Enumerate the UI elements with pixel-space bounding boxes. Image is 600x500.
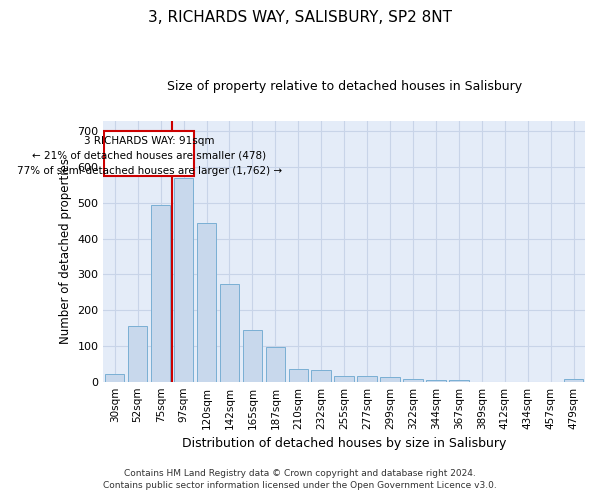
- Bar: [564, 379, 583, 382]
- Title: Size of property relative to detached houses in Salisbury: Size of property relative to detached ho…: [167, 80, 522, 93]
- Text: Contains HM Land Registry data © Crown copyright and database right 2024.
Contai: Contains HM Land Registry data © Crown c…: [103, 468, 497, 490]
- Bar: [197, 223, 216, 382]
- Bar: [403, 379, 423, 382]
- Bar: [105, 374, 124, 382]
- Text: 3 RICHARDS WAY: 91sqm
← 21% of detached houses are smaller (478)
77% of semi-det: 3 RICHARDS WAY: 91sqm ← 21% of detached …: [17, 136, 282, 175]
- Y-axis label: Number of detached properties: Number of detached properties: [59, 158, 72, 344]
- X-axis label: Distribution of detached houses by size in Salisbury: Distribution of detached houses by size …: [182, 437, 506, 450]
- Text: 3, RICHARDS WAY, SALISBURY, SP2 8NT: 3, RICHARDS WAY, SALISBURY, SP2 8NT: [148, 10, 452, 25]
- Bar: [266, 347, 285, 382]
- Bar: [289, 369, 308, 382]
- Bar: [380, 378, 400, 382]
- Bar: [104, 132, 194, 176]
- Bar: [311, 370, 331, 382]
- Bar: [334, 376, 354, 382]
- Bar: [426, 380, 446, 382]
- Bar: [358, 376, 377, 382]
- Bar: [128, 326, 148, 382]
- Bar: [174, 178, 193, 382]
- Bar: [151, 206, 170, 382]
- Bar: [449, 380, 469, 382]
- Bar: [242, 330, 262, 382]
- Bar: [220, 284, 239, 382]
